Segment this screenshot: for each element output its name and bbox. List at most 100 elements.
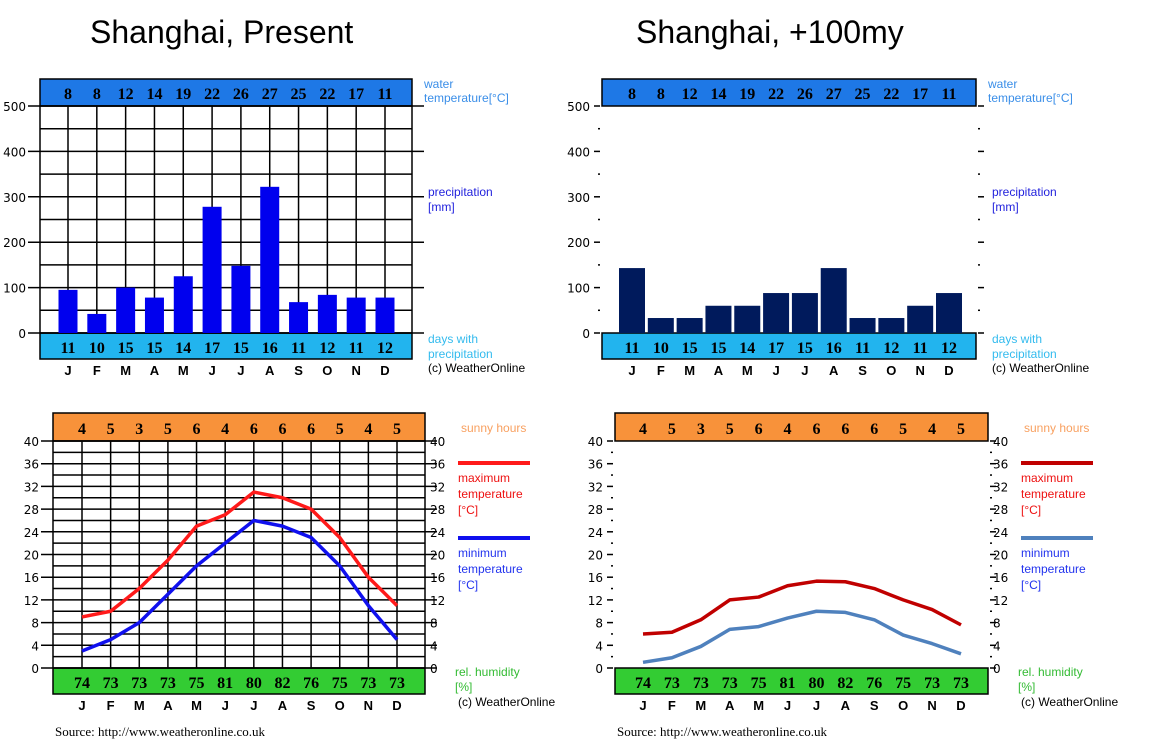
humidity-value: 75 <box>895 675 911 692</box>
precipitation-days-value: 15 <box>146 340 162 357</box>
max-temperature-line <box>642 579 962 636</box>
precipitation-days-value: 11 <box>60 340 75 357</box>
sunny-hours-value: 4 <box>928 421 936 438</box>
sunny-hours-value: 4 <box>784 421 792 438</box>
y-tick-label: 100 <box>3 282 26 296</box>
humidity-value: 73 <box>953 675 969 692</box>
legend-precipitation: precipitation <box>428 185 493 199</box>
y-tick-label: 8 <box>595 617 603 631</box>
y-tick-label-right: 28 <box>430 503 445 517</box>
water-temperature-value: 17 <box>348 86 364 103</box>
month-label: A <box>278 698 288 713</box>
humidity-band <box>52 667 426 695</box>
y-tick-label-right: 4 <box>430 639 438 653</box>
legend-min-temperature: minimum <box>458 546 507 560</box>
water-temperature-value: 8 <box>628 86 636 103</box>
title-future: Shanghai, +100my <box>636 14 904 50</box>
y-tick-label: 32 <box>588 480 603 494</box>
water-temperature-value: 22 <box>883 86 899 103</box>
y-tick-label-right: 40 <box>993 435 1008 449</box>
min-temperature-line <box>81 518 399 653</box>
y-tick-label: 24 <box>588 526 603 540</box>
legend-water-temperature: water <box>423 77 453 91</box>
precipitation-bar <box>173 276 193 333</box>
y-tick-label-right: 32 <box>993 480 1008 494</box>
precipitation-days-value: 16 <box>262 340 278 357</box>
y-tick-label: 36 <box>588 458 603 472</box>
month-label: O <box>322 363 332 378</box>
y-tick-label-right: 40 <box>430 435 445 449</box>
month-label: F <box>668 698 676 713</box>
precipitation-bar <box>791 293 818 333</box>
month-label: A <box>829 363 839 378</box>
legend-min-temperature: minimum <box>1021 546 1070 560</box>
precipitation-bar <box>820 268 847 333</box>
y-tick-label: 16 <box>24 571 39 585</box>
y-tick-label: 400 <box>3 145 26 159</box>
y-tick-label: 0 <box>18 327 26 341</box>
legend-min-temperature: [°C] <box>1021 578 1041 592</box>
water-temperature-value: 8 <box>93 86 101 103</box>
month-label: S <box>870 698 879 713</box>
month-label: A <box>163 698 173 713</box>
precipitation-days-value: 17 <box>204 340 220 357</box>
precipitation-bar <box>936 293 962 333</box>
precipitation-bar <box>202 206 222 333</box>
sunny-hours-value: 6 <box>812 421 820 438</box>
humidity-value: 75 <box>332 675 348 692</box>
humidity-value: 74 <box>635 675 651 692</box>
water-temperature-value: 25 <box>855 86 871 103</box>
month-label: J <box>237 363 244 378</box>
y-tick-label: 100 <box>567 282 590 296</box>
water-temperature-value: 22 <box>319 86 335 103</box>
month-label: M <box>753 698 764 713</box>
y-tick-label-right: 8 <box>430 617 438 631</box>
sunny-hours-value: 5 <box>957 421 965 438</box>
precipitation-days-value: 15 <box>682 340 698 357</box>
precipitation-bar <box>375 297 395 333</box>
copyright: (c) WeatherOnline <box>458 695 555 709</box>
water-temperature-value: 27 <box>826 86 842 103</box>
water-temperature-value: 22 <box>768 86 784 103</box>
y-tick-label: 200 <box>567 236 590 250</box>
y-tick-label: 12 <box>24 594 39 608</box>
y-tick-label-right: 8 <box>993 617 1001 631</box>
humidity-value: 73 <box>664 675 680 692</box>
sunny-hours-value: 3 <box>135 421 143 438</box>
precipitation-bar <box>317 294 337 333</box>
source-present: Source: http://www.weatheronline.co.uk <box>55 724 265 739</box>
legend-sunny-hours: sunny hours <box>1024 421 1089 435</box>
precipitation-days-value: 14 <box>739 340 755 357</box>
y-tick-label-right: 16 <box>993 571 1008 585</box>
water-temperature-value: 19 <box>175 86 191 103</box>
y-tick-label: 500 <box>3 100 26 114</box>
legend-max-temperature: maximum <box>458 471 510 485</box>
y-tick-label: 0 <box>582 327 590 341</box>
precipitation-days-value: 10 <box>89 340 105 357</box>
precipitation-bar <box>705 305 732 333</box>
sunny-hours-value: 5 <box>107 421 115 438</box>
month-label: F <box>93 363 101 378</box>
water-temperature-value: 11 <box>941 86 956 103</box>
y-tick-label: 4 <box>31 639 39 653</box>
legend-humidity: rel. humidity <box>1018 665 1083 679</box>
precipitation-bar <box>676 318 703 333</box>
sunny-hours-value: 4 <box>364 421 372 438</box>
water-temperature-value: 12 <box>118 86 134 103</box>
sunny-hours-value: 6 <box>755 421 763 438</box>
y-tick-label: 500 <box>567 100 590 114</box>
month-label: J <box>801 363 808 378</box>
sunny-hours-value: 5 <box>393 421 401 438</box>
water-temperature-value: 26 <box>797 86 813 103</box>
water-temperature-value: 26 <box>233 86 249 103</box>
precipitation-days-value: 11 <box>913 340 928 357</box>
humidity-value: 80 <box>246 675 262 692</box>
month-label: S <box>858 363 867 378</box>
y-tick-label: 300 <box>567 191 590 205</box>
humidity-value: 81 <box>217 675 233 692</box>
month-label: F <box>657 363 665 378</box>
precipitation-bar <box>289 302 309 333</box>
plot-frame <box>52 440 426 669</box>
y-tick-label-right: 32 <box>430 480 445 494</box>
